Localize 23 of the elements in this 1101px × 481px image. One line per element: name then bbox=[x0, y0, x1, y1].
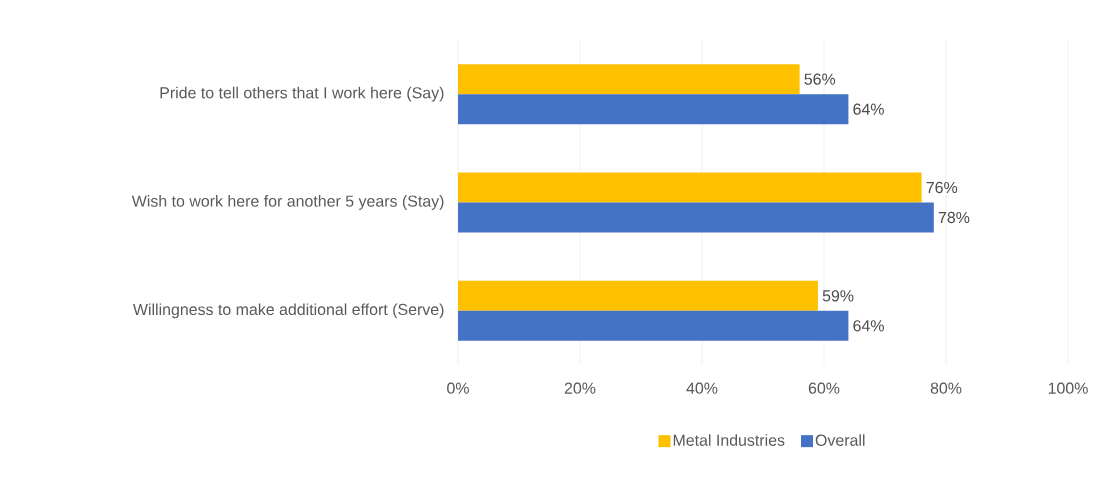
bar bbox=[458, 202, 934, 233]
y-tick-label: Willingness to make additional effort (Serve) bbox=[132, 303, 444, 319]
y-tick-label: Pride to tell others that I work here (Say) bbox=[160, 86, 444, 102]
data-label: 64% bbox=[853, 103, 884, 115]
data-label: 56% bbox=[804, 73, 836, 85]
bar bbox=[458, 94, 849, 125]
bar bbox=[458, 310, 849, 341]
data-label: 76% bbox=[926, 181, 958, 194]
legend-label: Metal Industries bbox=[673, 434, 785, 446]
legend-label: Overall bbox=[815, 434, 865, 446]
bar bbox=[458, 280, 818, 311]
data-label: 64% bbox=[853, 320, 884, 332]
y-tick-label: Wish to work here for another 5 years (Stay) bbox=[131, 195, 444, 210]
x-tick-label: 0% bbox=[447, 382, 469, 394]
data-label: 78% bbox=[938, 211, 970, 224]
x-tick-label: 80% bbox=[930, 382, 962, 394]
bar bbox=[458, 64, 800, 95]
bar bbox=[458, 172, 922, 203]
data-label: 59% bbox=[822, 290, 854, 302]
x-tick-label: 20% bbox=[564, 382, 596, 394]
x-tick-label: 100% bbox=[1048, 382, 1088, 394]
x-tick-label: 40% bbox=[686, 382, 718, 394]
x-tick-label: 60% bbox=[808, 382, 840, 394]
